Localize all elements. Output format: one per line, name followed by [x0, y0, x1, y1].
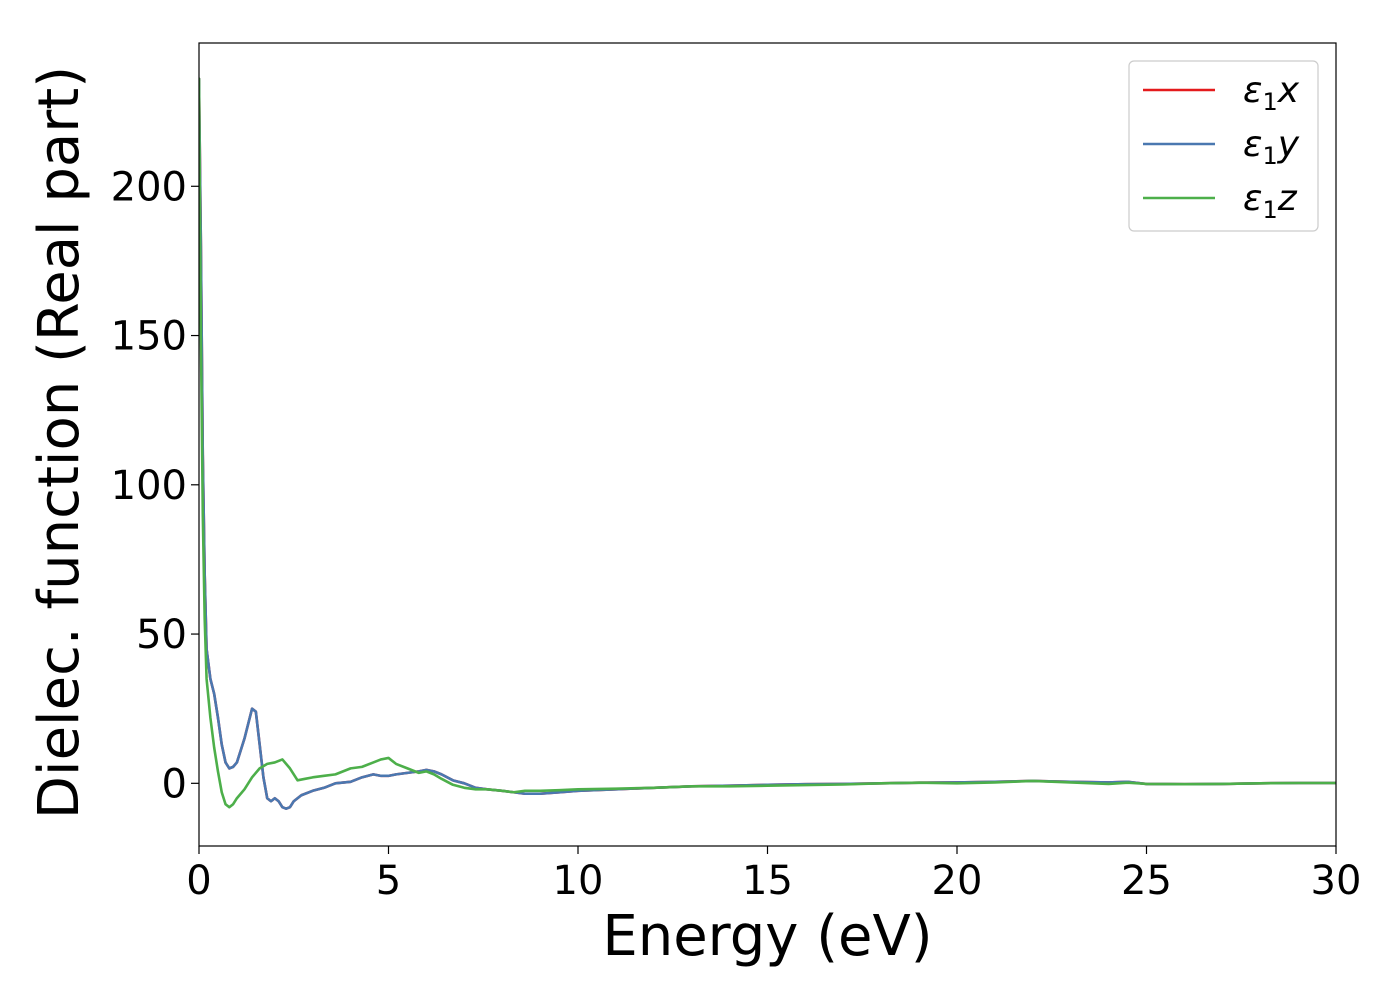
y-tick-label: 100 [111, 463, 187, 509]
x-tick-label: 15 [742, 858, 793, 904]
legend-label-tail: y [1277, 124, 1300, 165]
x-tick-label: 25 [1121, 858, 1172, 904]
legend-label-base: ε [1243, 178, 1262, 219]
legend-label-tail: z [1277, 178, 1298, 219]
legend-label-y: ε1y [1243, 124, 1300, 170]
x-tick-label: 10 [553, 858, 604, 904]
legend-label-subscript: 1 [1262, 142, 1277, 170]
legend-label-base: ε [1243, 70, 1262, 111]
legend-label-tail: x [1277, 70, 1300, 111]
y-tick-label: 150 [111, 314, 187, 360]
y-tick-label: 50 [136, 612, 187, 658]
legend-label-base: ε [1243, 124, 1262, 165]
x-tick-label: 20 [932, 858, 983, 904]
y-axis: 0 50 100 150 200 [111, 164, 199, 807]
series-line-z [199, 77, 1336, 809]
x-tick-label: 30 [1311, 858, 1362, 904]
x-tick-label: 0 [186, 858, 211, 904]
series-layer [199, 77, 1336, 810]
legend-box [1128, 60, 1319, 232]
legend-label-z: ε1z [1243, 178, 1298, 224]
y-tick-label: 200 [111, 164, 187, 210]
y-tick-label: 0 [162, 761, 187, 807]
x-tick-label: 5 [376, 858, 401, 904]
legend-label-subscript: 1 [1262, 88, 1277, 116]
legend-label-subscript: 1 [1262, 196, 1277, 224]
x-axis-title: Energy (eV) [602, 904, 932, 969]
y-axis-title: Dielec. function (Real part) [27, 66, 92, 819]
legend-label-x: ε1x [1243, 70, 1300, 116]
x-axis: 0 5 10 15 20 25 30 [186, 846, 1361, 904]
